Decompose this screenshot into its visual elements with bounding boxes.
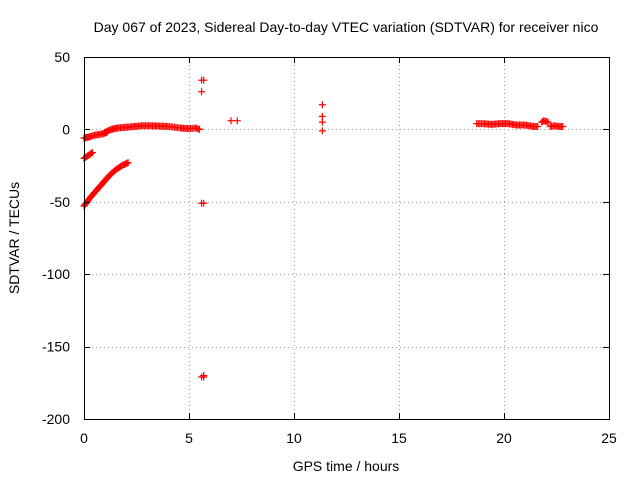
axis-ticks [84,57,610,420]
data-point [124,159,132,167]
x-axis-tick-labels: 0 5 10 15 20 25 [80,430,617,446]
data-point [233,117,241,125]
data-point [318,127,326,135]
x-axis-label: GPS time / hours [293,458,400,474]
data-point [87,149,95,157]
data-point [200,76,208,84]
data-point [227,117,235,125]
y-axis-label: SDTVAR / TECUs [6,182,22,294]
y-axis-tick-labels: 50 0 -50 -100 -150 -200 [42,49,70,427]
data-point [88,149,96,157]
x-tick-label: 25 [601,430,617,446]
y-tick-label: -50 [50,194,70,210]
data-point [200,199,208,207]
x-tick-label: 5 [185,430,193,446]
x-tick-label: 10 [286,430,302,446]
grid-lines [84,57,609,419]
y-tick-label: -150 [42,339,70,355]
data-point [544,118,552,126]
y-tick-label: 0 [62,121,70,137]
chart-title: Day 067 of 2023, Sidereal Day-to-day VTE… [94,19,599,35]
x-tick-label: 15 [391,430,407,446]
data-point [318,118,326,126]
x-tick-label: 20 [496,430,512,446]
data-point [196,125,203,133]
data-point [534,123,542,131]
data-point [318,101,326,109]
data-point [198,88,206,96]
series-sdtvar [80,76,567,381]
x-tick-label: 0 [80,430,88,446]
y-tick-label: -100 [42,266,70,282]
data-point [559,123,567,131]
data-point [200,373,208,381]
y-tick-label: -200 [42,411,70,427]
plot-frame [84,57,610,420]
y-tick-label: 50 [54,49,70,65]
